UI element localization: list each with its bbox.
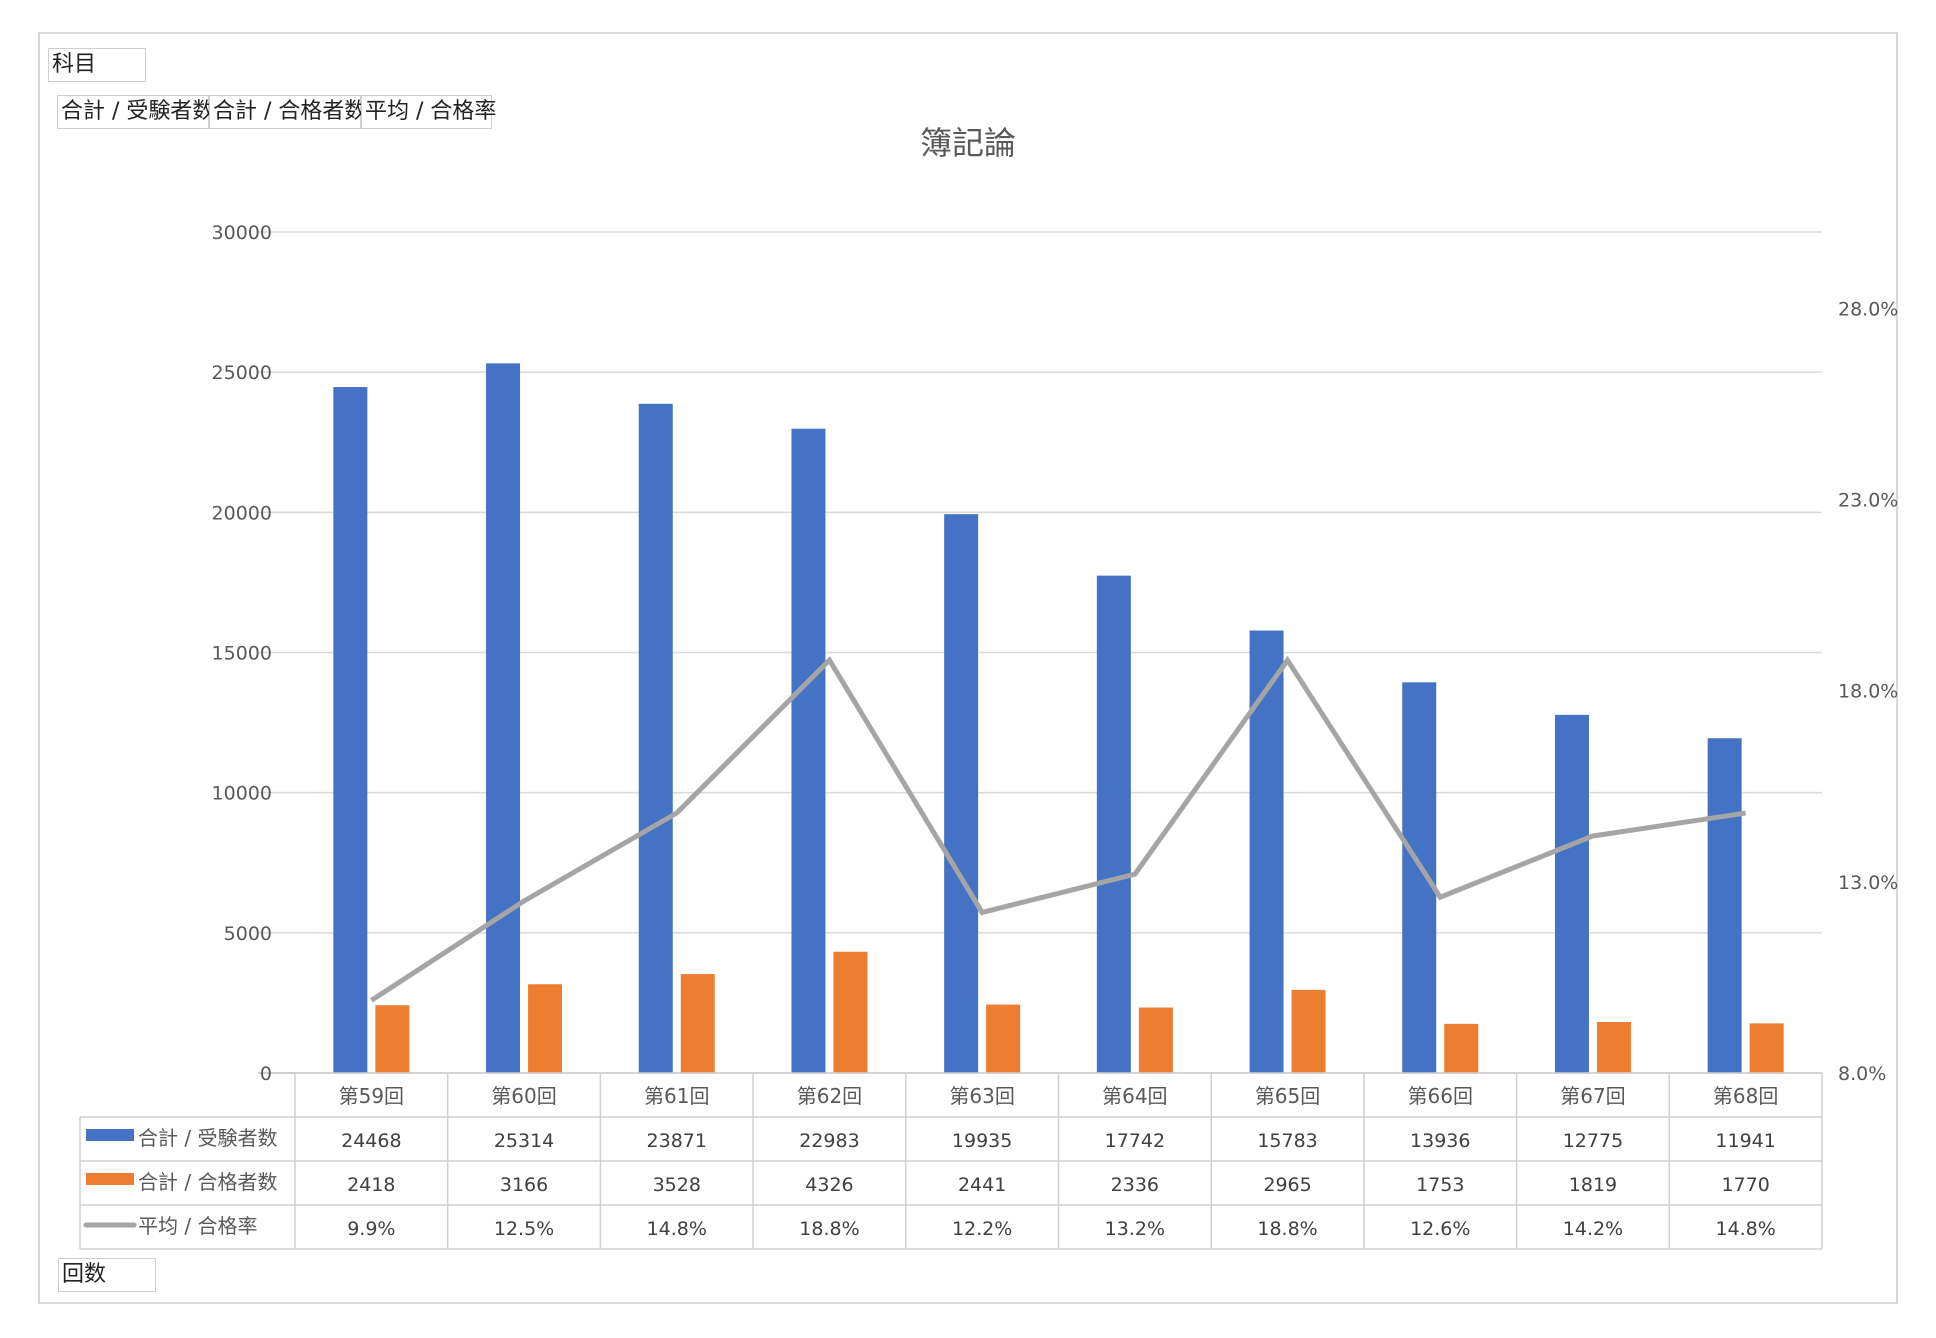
data-table-cell: 3166	[500, 1174, 548, 1196]
y-right-tick-label: 13.0%	[1838, 872, 1898, 894]
data-table-cell: 11941	[1715, 1130, 1775, 1152]
data-table-cell: 23871	[647, 1130, 707, 1152]
y-left-tick-label: 15000	[212, 643, 272, 665]
data-table-cell: 17742	[1105, 1130, 1165, 1152]
bar-passers	[1291, 989, 1326, 1073]
legend-key	[86, 1173, 134, 1185]
bar-passers	[833, 951, 868, 1073]
bar-examinees	[1707, 738, 1742, 1073]
bar-examinees	[333, 387, 368, 1073]
legend-key	[86, 1129, 134, 1141]
y-left-tick-label: 30000	[212, 222, 272, 244]
x-category-label: 第59回	[339, 1084, 404, 1108]
line-pass-rate	[369, 655, 1747, 1003]
bar-passers	[375, 1005, 410, 1073]
y-right-tick-label: 23.0%	[1838, 490, 1898, 512]
data-table-cell: 1753	[1416, 1174, 1464, 1196]
bar-passers	[1749, 1023, 1784, 1073]
bar-passers	[528, 984, 563, 1073]
bar-examinees	[944, 514, 979, 1073]
x-category-label: 第61回	[644, 1084, 709, 1108]
data-table-cell: 14.8%	[647, 1218, 707, 1240]
bar-passers	[1596, 1022, 1631, 1073]
x-category-label: 第60回	[491, 1084, 556, 1108]
data-table-cell: 14.8%	[1715, 1218, 1775, 1240]
data-table-cell: 15783	[1257, 1130, 1317, 1152]
x-category-label: 第62回	[797, 1084, 862, 1108]
bar-passers	[1138, 1007, 1173, 1073]
x-category-label: 第66回	[1408, 1084, 1473, 1108]
data-table-cell: 12.2%	[952, 1218, 1012, 1240]
field-button-round[interactable]: 回数	[58, 1258, 156, 1292]
bar-examinees	[638, 403, 673, 1074]
data-table-cell: 4326	[805, 1174, 853, 1196]
chart-title: 簿記論	[919, 124, 1016, 162]
data-table-cell: 25314	[494, 1130, 554, 1152]
data-table-cell: 2965	[1263, 1174, 1311, 1196]
bar-passers	[986, 1004, 1021, 1073]
y-left-tick-label: 20000	[212, 502, 272, 524]
data-table-cell: 1770	[1721, 1174, 1769, 1196]
data-table-cell: 12775	[1563, 1130, 1623, 1152]
data-table-cell: 19935	[952, 1130, 1012, 1152]
data-table-cell: 2418	[347, 1174, 395, 1196]
chart-area	[38, 32, 1898, 1304]
bar-examinees	[1402, 682, 1437, 1073]
bar-examinees	[1249, 630, 1284, 1073]
y-left-tick-label: 5000	[224, 923, 272, 945]
data-table-cell: 2441	[958, 1174, 1006, 1196]
y-right-tick-label: 8.0%	[1838, 1063, 1886, 1085]
bar-examinees	[1554, 714, 1589, 1073]
field-button-pass-rate[interactable]: 平均 / 合格率	[361, 95, 496, 129]
data-table-cell: 18.8%	[1257, 1218, 1317, 1240]
data-table-cell: 13936	[1410, 1130, 1470, 1152]
legend-series-name: 合計 / 受験者数	[138, 1126, 277, 1150]
legend-series-name: 平均 / 合格率	[138, 1214, 257, 1238]
x-category-label: 第65回	[1255, 1084, 1320, 1108]
bar-passers	[680, 974, 715, 1073]
x-category-label: 第68回	[1713, 1084, 1778, 1108]
x-category-label: 第63回	[949, 1084, 1014, 1108]
data-table-cell: 3528	[653, 1174, 701, 1196]
field-button-passers[interactable]: 合計 / 合格者数	[209, 95, 366, 129]
x-category-label: 第64回	[1102, 1084, 1167, 1108]
data-table-cell: 12.6%	[1410, 1218, 1470, 1240]
data-table-cell: 13.2%	[1105, 1218, 1165, 1240]
bar-examinees	[791, 428, 826, 1073]
data-table-cell: 24468	[341, 1130, 401, 1152]
field-button-examinees[interactable]: 合計 / 受験者数	[57, 95, 214, 129]
data-table-cell: 2336	[1111, 1174, 1159, 1196]
y-left-tick-label: 0	[260, 1063, 272, 1085]
data-table-cell: 22983	[799, 1130, 859, 1152]
y-right-tick-label: 28.0%	[1838, 298, 1898, 320]
bar-passers	[1444, 1023, 1479, 1073]
legend-series-name: 合計 / 合格者数	[138, 1170, 277, 1194]
data-table-cell: 12.5%	[494, 1218, 554, 1240]
y-left-tick-label: 10000	[212, 783, 272, 805]
y-right-tick-label: 18.0%	[1838, 681, 1898, 703]
data-table-cell: 18.8%	[799, 1218, 859, 1240]
data-table-cell: 1819	[1569, 1174, 1617, 1196]
field-button-subject[interactable]: 科目	[48, 48, 146, 82]
y-left-tick-label: 25000	[212, 362, 272, 384]
x-category-label: 第67回	[1560, 1084, 1625, 1108]
data-table-cell: 14.2%	[1563, 1218, 1623, 1240]
data-table-cell: 9.9%	[347, 1218, 395, 1240]
bar-examinees	[486, 363, 521, 1073]
bar-examinees	[1096, 575, 1131, 1073]
